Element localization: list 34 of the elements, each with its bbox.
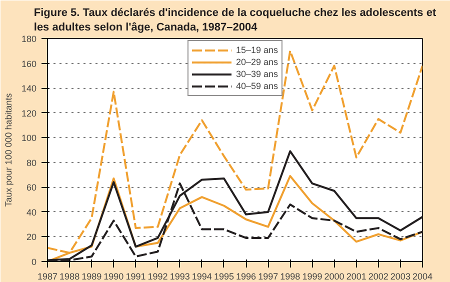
x-tick-label: 1988 [60,272,80,282]
x-tick-label: 1996 [236,272,256,282]
legend-label: 30–39 ans [236,68,278,80]
x-tick-label: 2001 [346,272,366,282]
x-tick-label: 1992 [148,272,168,282]
y-tick-label: 40 [26,207,37,218]
y-tick-label: 100 [21,133,37,144]
x-tick-label: 2002 [368,272,388,282]
y-tick-label: 120 [21,108,37,118]
y-tick-label: 140 [21,84,37,94]
x-tick-label: 1993 [170,272,190,282]
y-tick-label: 180 [21,34,37,44]
x-tick-label: 1997 [258,272,278,282]
x-tick-label: 1991 [126,272,146,282]
chart-title: Figure 5. Taux déclarés d'incidence de la coqueluche chez les adolescents et les adultes selon l'âge, Canada, 1987–2004 [34,7,436,34]
y-axis-title: Taux pour 100 000 habitants [3,92,14,207]
x-tick-label: 1989 [82,272,102,282]
y-tick-label: 80 [26,158,37,168]
x-tick-label: 1999 [302,272,322,282]
x-tick-label: 1998 [280,272,300,282]
legend-label: 15–19 ans [236,44,278,56]
y-tick-label: 160 [21,58,37,69]
x-tick-label: 2003 [390,272,410,282]
x-tick-label: 1995 [214,272,234,282]
x-tick-label: 2000 [324,272,344,282]
x-tick-label: 1990 [104,272,124,282]
x-tick-label: 1994 [192,272,212,282]
y-tick-label: 60 [26,182,37,193]
y-tick-label: 0 [31,257,37,267]
y-tick-label: 20 [26,232,37,242]
legend-label: 40–59 ans [236,80,278,92]
legend-label: 20–29 ans [236,56,278,68]
x-tick-label: 2004 [412,272,433,282]
x-tick-label: 1987 [37,272,58,282]
